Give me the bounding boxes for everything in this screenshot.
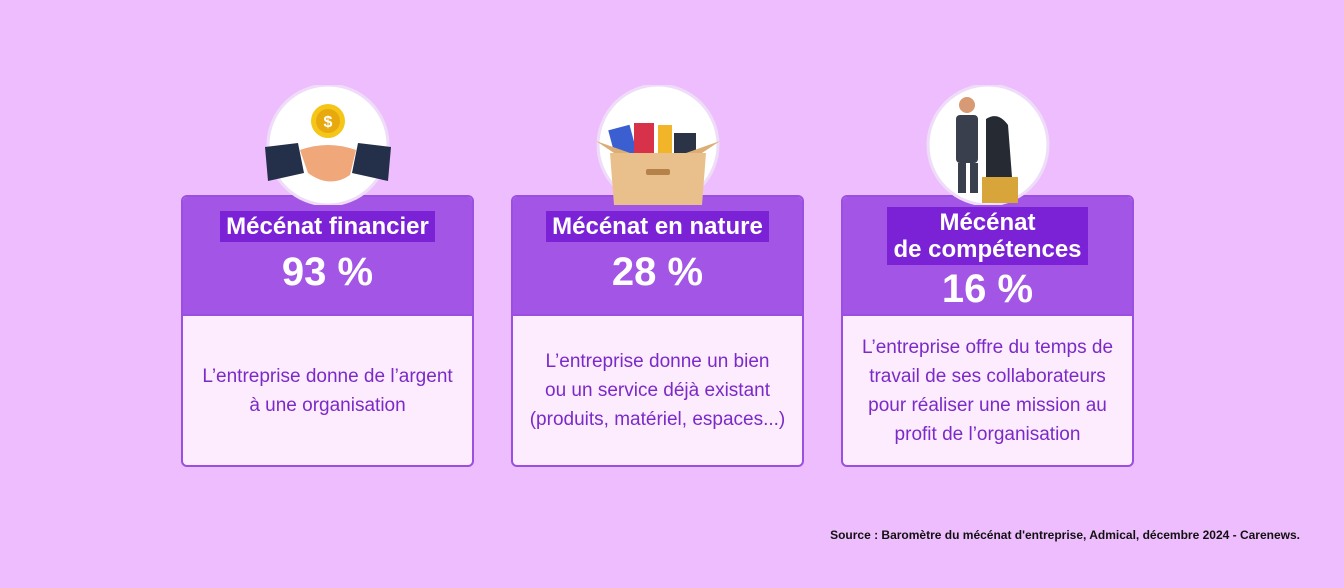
card: Mécénat de compétences 16 % L’entreprise … — [841, 195, 1134, 467]
title-line: de compétences — [893, 236, 1082, 263]
title-line: Mécénat en nature — [552, 213, 763, 240]
card-value: 28 % — [611, 250, 704, 294]
card-title: Mécénat en nature — [546, 211, 769, 242]
card-description: L’entreprise donne de l’argent à une org… — [183, 316, 472, 465]
card-header: Mécénat de compétences 16 % — [843, 197, 1132, 316]
card: Mécénat financier 93 % L’entreprise donn… — [181, 195, 474, 467]
card-value: 93 % — [281, 250, 374, 294]
desc-line: ou un service déjà existant — [545, 380, 770, 401]
desc-line: L’entreprise offre du temps de — [861, 336, 1114, 358]
card-description: L’entreprise donne un bien ou un service… — [513, 316, 802, 465]
card-description: L’entreprise offre du temps de travail d… — [843, 316, 1132, 465]
desc-line: à une organisation — [249, 394, 406, 416]
desc-line: (produits, matériel, espaces...) — [529, 409, 786, 430]
card-title: Mécénat de compétences — [887, 207, 1088, 265]
source-note: Source : Baromètre du mécénat d'entrepri… — [830, 528, 1300, 542]
desc-line: profit de l’organisation — [894, 423, 1081, 445]
card-title: Mécénat financier — [220, 211, 435, 242]
handshake-icon: $ — [265, 85, 391, 205]
desc-line: L’entreprise donne un bien — [545, 351, 770, 372]
title-line: Mécénat — [939, 209, 1036, 236]
card: Mécénat en nature 28 % L’entreprise donn… — [511, 195, 804, 467]
card-value: 16 % — [941, 267, 1034, 311]
desc-line: L’entreprise donne de l’argent — [202, 365, 453, 387]
desc-line: pour réaliser une mission au — [868, 394, 1107, 416]
worker-icon — [926, 85, 1050, 205]
box-icon — [596, 85, 720, 205]
title-line: Mécénat financier — [226, 213, 429, 240]
card-header: Mécénat en nature 28 % — [513, 197, 802, 316]
card-header: Mécénat financier 93 % — [183, 197, 472, 316]
desc-line: travail de ses collaborateurs — [869, 365, 1106, 387]
svg-text:$: $ — [324, 114, 333, 131]
